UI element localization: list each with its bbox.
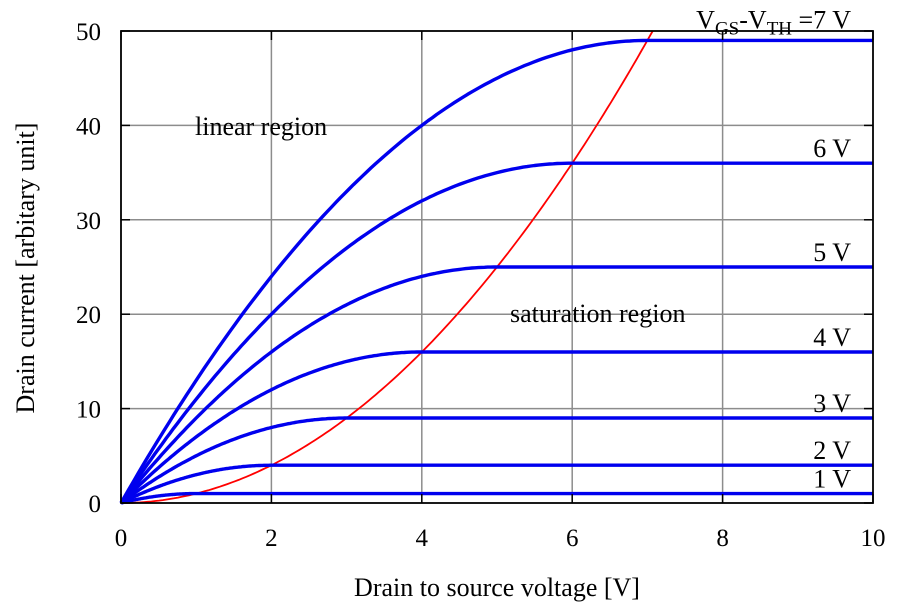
series-line-3v — [119, 416, 873, 505]
x-tick-label: 0 — [115, 525, 128, 552]
plot-frame — [120, 30, 874, 504]
y-tick-label: 10 — [76, 397, 101, 424]
series-line-6v — [119, 161, 873, 504]
series-label-3v: 3 V — [813, 389, 851, 418]
y-tick-label: 30 — [76, 208, 101, 235]
x-tick-label: 4 — [416, 525, 429, 552]
series-label-2v: 2 V — [813, 436, 851, 465]
series-label-7v: VGS-VTH =7 V — [696, 5, 851, 39]
series-label-4v: 4 V — [813, 323, 851, 352]
x-tick-label: 6 — [566, 525, 579, 552]
saturation-region-annotation: saturation region — [510, 299, 685, 328]
y-axis-label: Drain current [arbitary unit] — [11, 123, 40, 414]
linear-region-annotation: linear region — [195, 112, 327, 141]
series-label-1v: 1 V — [813, 465, 851, 494]
series-label-5v: 5 V — [813, 238, 851, 267]
grid — [121, 31, 873, 503]
axis-ticks: 0 2 4 6 8 10 0 10 20 30 40 50 — [76, 19, 886, 552]
series-line-5v — [119, 265, 873, 505]
y-tick-label: 50 — [76, 19, 101, 46]
series-line-4v — [119, 350, 873, 505]
x-axis-label: Drain to source voltage [V] — [354, 573, 640, 602]
series-line-1v — [119, 491, 873, 505]
x-tick-label: 8 — [716, 525, 729, 552]
series-group — [119, 38, 873, 505]
y-tick-label: 20 — [76, 302, 101, 329]
curve-labels: VGS-VTH =7 V 6 V 5 V 4 V 3 V 2 V1 V — [696, 5, 851, 493]
series-line-2v — [120, 463, 873, 505]
y-tick-label: 40 — [76, 113, 101, 140]
saturation-boundary — [121, 30, 654, 504]
series-label-6v: 6 V — [813, 134, 851, 163]
x-tick-label: 10 — [861, 525, 886, 552]
saturation-boundary-curve — [121, 30, 654, 504]
x-tick-label: 2 — [265, 525, 278, 552]
series-line-7v — [119, 38, 873, 504]
y-tick-label: 0 — [89, 491, 102, 518]
